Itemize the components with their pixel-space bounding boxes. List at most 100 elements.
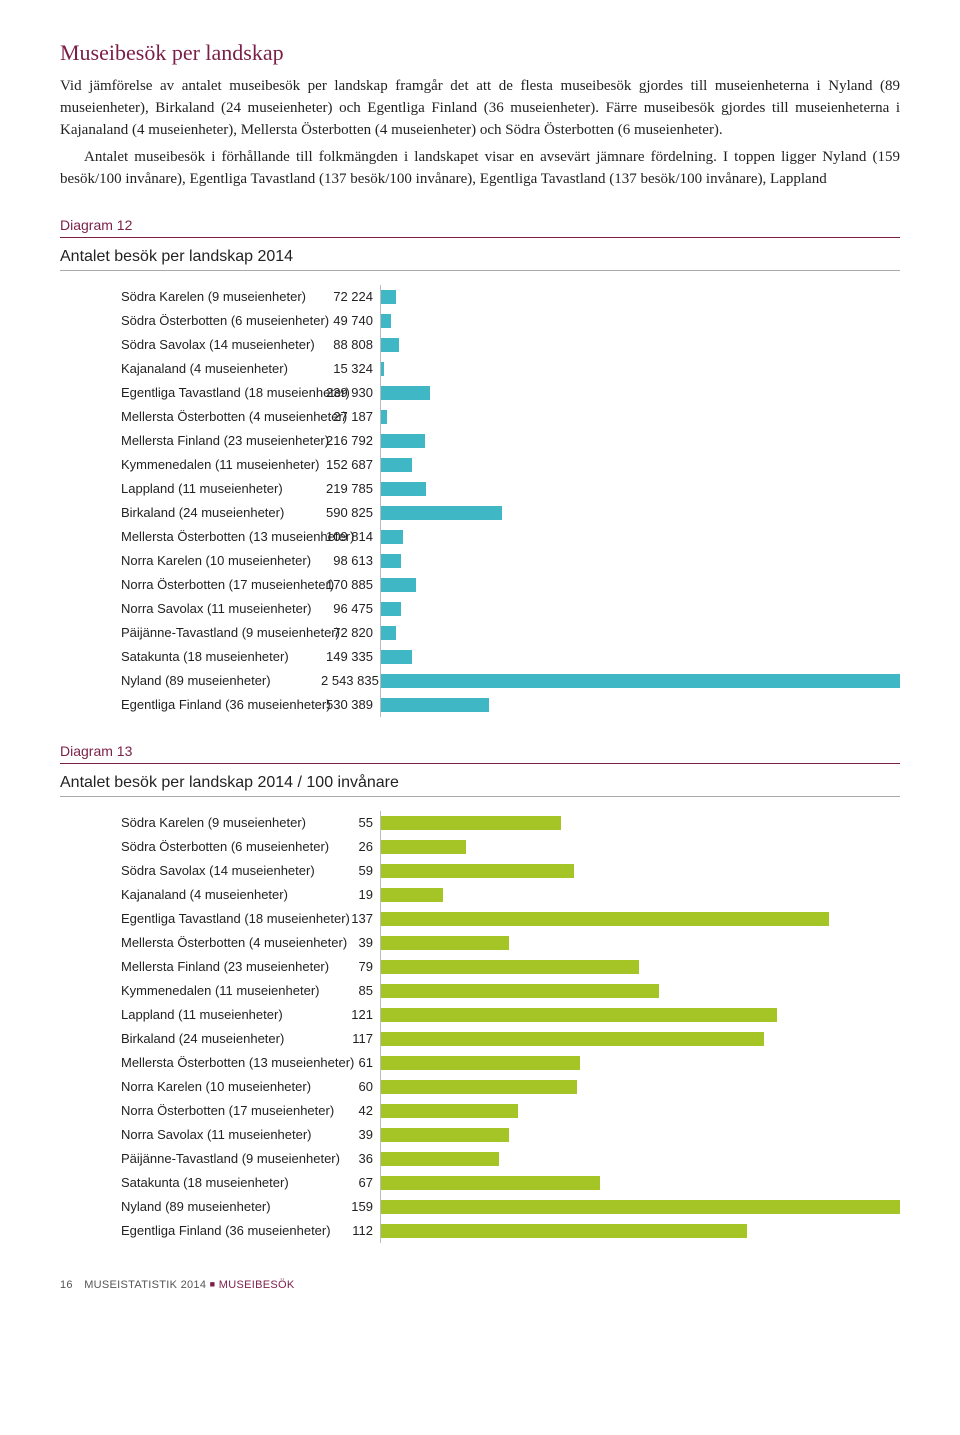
chart-row-value: 60 [321,1079,381,1094]
chart-row-value: 159 [321,1199,381,1214]
chart-row-value: 79 [321,959,381,974]
chart-row-value: 27 187 [321,409,381,424]
chart-bar [381,410,387,424]
chart-bar [381,816,561,830]
chart-row: Mellersta Finland (23 museienheter)79 [381,955,900,979]
chart-row: Norra Karelen (10 museienheter)60 [381,1075,900,1099]
chart-row: Norra Savolax (11 museienheter)96 475 [381,597,900,621]
chart-bar [381,434,425,448]
chart-bar [381,1080,577,1094]
chart-row-value: 152 687 [321,457,381,472]
chart-bar [381,650,412,664]
chart-row: Egentliga Finland (36 museienheter)530 3… [381,693,900,717]
page-number: 16 [60,1279,73,1291]
chart-row: Lappland (11 museienheter)219 785 [381,477,900,501]
footer-square-icon: ■ [210,1279,216,1289]
chart-row-value: 39 [321,1127,381,1142]
chart-bar [381,362,384,376]
chart-row: Södra Karelen (9 museienheter)55 [381,811,900,835]
footer-section: MUSEIBESÖK [219,1279,295,1291]
chart-row: Södra Savolax (14 museienheter)88 808 [381,333,900,357]
diagram-12-title: Antalet besök per landskap 2014 [60,248,900,271]
chart-diagram-13: Södra Karelen (9 museienheter)55Södra Ös… [380,811,900,1243]
chart-row-value: 67 [321,1175,381,1190]
chart-bar [381,626,396,640]
chart-row: Egentliga Tavastland (18 museienheter)13… [381,907,900,931]
chart-row-value: 121 [321,1007,381,1022]
chart-bar [381,506,502,520]
chart-bar [381,698,489,712]
chart-bar [381,1032,764,1046]
chart-row-value: 72 820 [321,625,381,640]
chart-bar [381,984,659,998]
chart-row: Nyland (89 museienheter)2 543 835 [381,669,900,693]
chart-bar [381,1224,747,1238]
chart-row: Päijänne-Tavastland (9 museienheter)72 8… [381,621,900,645]
chart-row: Södra Karelen (9 museienheter)72 224 [381,285,900,309]
chart-row: Mellersta Österbotten (13 museienheter)6… [381,1051,900,1075]
chart-bar [381,1056,580,1070]
chart-row-value: 55 [321,815,381,830]
diagram-12-label: Diagram 12 [60,217,900,238]
chart-row-value: 216 792 [321,433,381,448]
chart-bar [381,1200,900,1214]
chart-row-value: 149 335 [321,649,381,664]
chart-row: Södra Österbotten (6 museienheter)49 740 [381,309,900,333]
chart-row: Norra Österbotten (17 museienheter)170 8… [381,573,900,597]
chart-bar [381,314,391,328]
chart-row: Mellersta Finland (23 museienheter)216 7… [381,429,900,453]
chart-row-value: 117 [321,1031,381,1046]
page-footer: 16 MUSEISTATISTIK 2014 ■ MUSEIBESÖK [60,1279,900,1291]
chart-bar [381,864,574,878]
chart-row-value: 112 [321,1223,381,1238]
chart-row-value: 49 740 [321,313,381,328]
chart-row: Egentliga Finland (36 museienheter)112 [381,1219,900,1243]
page-title: Museibesök per landskap [60,40,900,66]
chart-row-value: 137 [321,911,381,926]
chart-row: Päijänne-Tavastland (9 museienheter)36 [381,1147,900,1171]
chart-row: Norra Karelen (10 museienheter)98 613 [381,549,900,573]
body-paragraph-1: Vid jämförelse av antalet museibesök per… [60,76,900,141]
chart-diagram-12: Södra Karelen (9 museienheter)72 224Södr… [380,285,900,717]
chart-row: Lappland (11 museienheter)121 [381,1003,900,1027]
chart-bar [381,602,401,616]
chart-bar [381,674,900,688]
chart-row-value: 170 885 [321,577,381,592]
chart-row: Kymmenedalen (11 museienheter)85 [381,979,900,1003]
chart-row-value: 109 814 [321,529,381,544]
chart-row-value: 239 930 [321,385,381,400]
chart-row: Birkaland (24 museienheter)117 [381,1027,900,1051]
footer-doc-title: MUSEISTATISTIK 2014 [84,1279,206,1291]
chart-row: Satakunta (18 museienheter)149 335 [381,645,900,669]
chart-row: Norra Österbotten (17 museienheter)42 [381,1099,900,1123]
chart-row-value: 39 [321,935,381,950]
diagram-13-title: Antalet besök per landskap 2014 / 100 in… [60,774,900,797]
chart-bar [381,482,426,496]
chart-row: Mellersta Österbotten (13 museienheter)1… [381,525,900,549]
chart-row: Birkaland (24 museienheter)590 825 [381,501,900,525]
chart-row-value: 590 825 [321,505,381,520]
chart-bar [381,840,466,854]
body-paragraph-2: Antalet museibesök i förhållande till fo… [60,147,900,191]
chart-bar [381,458,412,472]
chart-row-value: 26 [321,839,381,854]
chart-row: Satakunta (18 museienheter)67 [381,1171,900,1195]
chart-row: Kajanaland (4 museienheter)15 324 [381,357,900,381]
chart-bar [381,1104,518,1118]
chart-bar [381,338,399,352]
diagram-13-label: Diagram 13 [60,743,900,764]
chart-row-value: 42 [321,1103,381,1118]
chart-row: Norra Savolax (11 museienheter)39 [381,1123,900,1147]
chart-bar [381,960,639,974]
chart-row-value: 2 543 835 [321,673,381,688]
chart-bar [381,1152,499,1166]
chart-bar [381,912,829,926]
chart-row-value: 36 [321,1151,381,1166]
chart-bar [381,936,509,950]
chart-bar [381,578,416,592]
chart-row: Nyland (89 museienheter)159 [381,1195,900,1219]
chart-row: Södra Savolax (14 museienheter)59 [381,859,900,883]
chart-row-value: 15 324 [321,361,381,376]
chart-row-value: 88 808 [321,337,381,352]
chart-row-value: 19 [321,887,381,902]
